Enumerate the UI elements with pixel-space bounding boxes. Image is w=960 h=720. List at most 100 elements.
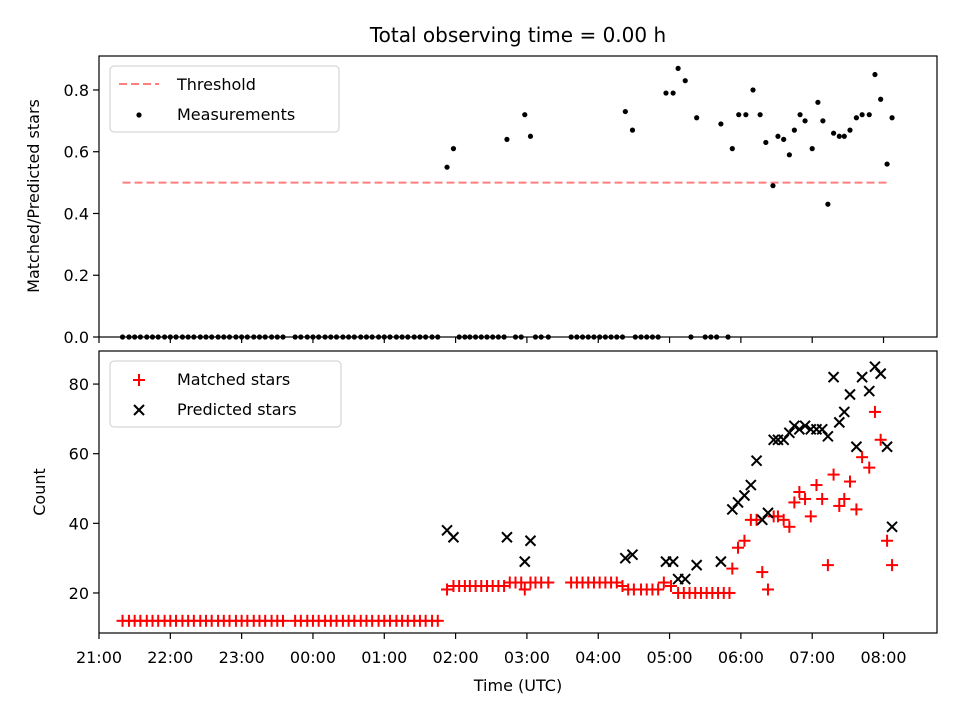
measurements-point xyxy=(718,121,724,127)
bottom-ytick-label: 60 xyxy=(69,445,89,464)
measurements-point xyxy=(872,71,878,78)
legend-matched-label: Matched stars xyxy=(177,370,290,389)
predicted-stars-point xyxy=(447,531,460,543)
matched-stars-point xyxy=(732,541,745,554)
bottom-marks xyxy=(116,360,899,627)
measurements-point xyxy=(847,127,853,133)
predicted-stars-point xyxy=(783,427,796,439)
measurements-point xyxy=(841,133,847,139)
bottom-xtick-label: 07:00 xyxy=(789,648,835,667)
legend-threshold-label: Threshold xyxy=(176,75,256,94)
measurements-point xyxy=(775,133,781,139)
measurements-point xyxy=(743,112,749,118)
measurements-point xyxy=(830,130,837,136)
bottom-xtick-label: 04:00 xyxy=(575,648,621,667)
matched-stars-point xyxy=(821,559,834,572)
predicted-stars-point xyxy=(738,489,751,502)
measurements-point xyxy=(444,164,450,170)
measurements-point xyxy=(757,112,763,118)
measurements-point xyxy=(781,136,787,142)
matched-stars-point xyxy=(856,451,869,464)
top-ytick-label: 0.0 xyxy=(64,328,89,347)
top-panel: Matched/Predicted stars 0.00.20.40.60.8 … xyxy=(24,55,938,347)
predicted-stars-point xyxy=(799,420,811,432)
measurements-point xyxy=(797,112,803,118)
top-marks xyxy=(119,65,895,340)
measurements-point xyxy=(622,108,628,115)
predicted-stars-point xyxy=(715,555,727,568)
matched-stars-point xyxy=(726,562,739,575)
measurements-point xyxy=(853,115,860,121)
measurements-point xyxy=(889,115,895,121)
matched-stars-point xyxy=(441,583,454,596)
matched-stars-point xyxy=(761,583,774,596)
bottom-xtick-label: 05:00 xyxy=(646,648,692,667)
measurements-point xyxy=(786,152,792,158)
predicted-stars-point xyxy=(833,416,845,429)
bottom-legend: Matched stars Predicted stars xyxy=(109,360,342,428)
matched-stars-point xyxy=(793,486,806,498)
bottom-xtick-label: 22:00 xyxy=(147,648,193,667)
top-ytick-label: 0.6 xyxy=(64,143,89,162)
matched-stars-point xyxy=(804,510,817,523)
measurements-point xyxy=(629,127,636,133)
bottom-xtick-label: 08:00 xyxy=(860,648,906,667)
bottom-x-ticks: 21:00 22:00 23:00 00:00 01:00 02:00 03:00 04:00… xyxy=(76,633,907,667)
predicted-stars-point xyxy=(788,420,801,432)
bottom-xtick-label: 23:00 xyxy=(219,648,265,667)
top-ytick-label: 0.2 xyxy=(64,266,89,285)
measurements-point xyxy=(884,161,890,167)
matched-stars-point xyxy=(657,576,670,589)
measurements-point xyxy=(527,133,534,139)
measurements-point xyxy=(809,146,815,152)
bottom-xtick-label: 01:00 xyxy=(361,648,407,667)
measurements-point xyxy=(522,112,528,118)
matched-stars-point xyxy=(850,503,863,516)
measurements-point xyxy=(736,112,742,118)
measurements-point xyxy=(450,146,457,152)
legend-predicted-swatch xyxy=(133,404,145,416)
top-legend: Threshold Measurements xyxy=(109,65,340,133)
top-ytick-label: 0.8 xyxy=(64,81,89,100)
matched-stars-point xyxy=(788,496,801,509)
measurements-point xyxy=(694,115,700,121)
predicted-stars-point xyxy=(881,441,893,453)
matched-stars-point xyxy=(431,614,444,627)
legend-measurements-label: Measurements xyxy=(177,105,295,124)
measurements-point xyxy=(504,136,510,142)
predicted-stars-point xyxy=(524,535,537,547)
matched-stars-point xyxy=(886,559,899,572)
measurements-point xyxy=(825,201,831,207)
measurements-point xyxy=(675,65,681,71)
measurements-point xyxy=(770,183,776,189)
predicted-stars-point xyxy=(679,573,691,585)
predicted-stars-point xyxy=(667,555,679,568)
matched-stars-point xyxy=(874,433,887,446)
matched-stars-point xyxy=(843,475,856,488)
matched-stars-point xyxy=(750,513,763,526)
matched-stars-point xyxy=(652,583,665,596)
measurements-point xyxy=(682,78,688,84)
matched-stars-point xyxy=(723,586,736,599)
measurements-point xyxy=(791,127,797,133)
measurements-point xyxy=(802,118,808,124)
bottom-xtick-label: 02:00 xyxy=(433,648,479,667)
top-ylabel: Matched/Predicted stars xyxy=(24,99,43,293)
predicted-stars-point xyxy=(850,441,863,453)
predicted-stars-point xyxy=(690,559,703,571)
matched-stars-point xyxy=(838,492,851,505)
measurements-point xyxy=(750,87,756,93)
matched-stars-point xyxy=(833,499,846,512)
measurements-point xyxy=(670,90,676,96)
matched-stars-point xyxy=(542,576,555,589)
predicted-stars-point xyxy=(762,507,774,519)
matched-stars-point xyxy=(783,520,796,533)
matched-stars-point xyxy=(810,479,823,492)
legend-measurements-swatch xyxy=(136,112,142,118)
bottom-xtick-label: 21:00 xyxy=(76,648,122,667)
predicted-stars-point xyxy=(745,479,757,491)
bottom-xlabel: Time (UTC) xyxy=(473,676,562,695)
top-ytick-label: 0.4 xyxy=(64,204,89,223)
matched-stars-point xyxy=(827,468,840,481)
